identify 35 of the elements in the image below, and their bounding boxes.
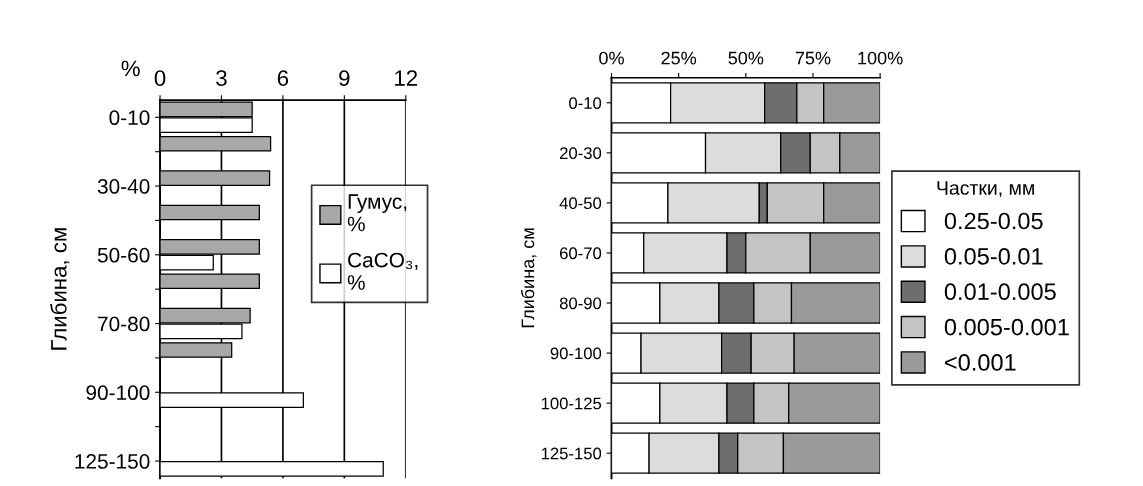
y-tick-label: 100-125	[541, 397, 602, 410]
legend-label: 0.05-0.01	[944, 247, 1043, 265]
y-tick-label: 20-30	[560, 147, 602, 160]
legend-label: 0.25-0.05	[944, 212, 1043, 230]
y-tick-label: 0-10	[569, 97, 602, 109]
y-tick-label: 60-70	[560, 247, 602, 260]
legend-label: Гумус, %	[347, 194, 407, 232]
x-tick-label: 12	[395, 70, 418, 86]
legend-label: 0.01-0.005	[944, 283, 1056, 301]
legend-label: 0.005-0.001	[944, 318, 1069, 336]
y-axis-title: Глибина, см	[520, 228, 537, 328]
y-tick-label: 40-50	[559, 197, 602, 210]
y-tick-label: 125-150	[541, 447, 602, 460]
y-tick-label: 125-150	[75, 454, 150, 469]
legend-title: Частки, мм	[937, 181, 1034, 198]
legend-label: <0.001	[945, 354, 1016, 371]
x-tick-label: 0%	[599, 51, 624, 65]
y-tick-label: 0-10	[109, 110, 150, 126]
legend-label: CaCO₃, %	[347, 252, 418, 290]
y-axis-title: Глибина, см	[50, 228, 70, 350]
y-tick-label: 90-100	[550, 347, 602, 360]
y-tick-label: 50-60	[97, 247, 150, 263]
x-tick-label: 25%	[661, 51, 697, 65]
y-tick-label: 70-80	[98, 316, 150, 332]
x-tick-label: 75%	[795, 51, 831, 65]
x-tick-label: 100%	[858, 51, 903, 65]
x-tick-label: 3	[216, 70, 227, 86]
x-tick-label: 50%	[728, 51, 764, 65]
x-tick-label: 0	[154, 70, 166, 86]
y-tick-label: 90-100	[86, 385, 150, 401]
x-axis-title: %	[121, 60, 140, 77]
x-tick-label: 9	[339, 70, 350, 86]
y-tick-label: 30-40	[97, 179, 150, 194]
x-tick-label: 6	[277, 70, 289, 86]
y-tick-label: 80-90	[559, 297, 602, 310]
